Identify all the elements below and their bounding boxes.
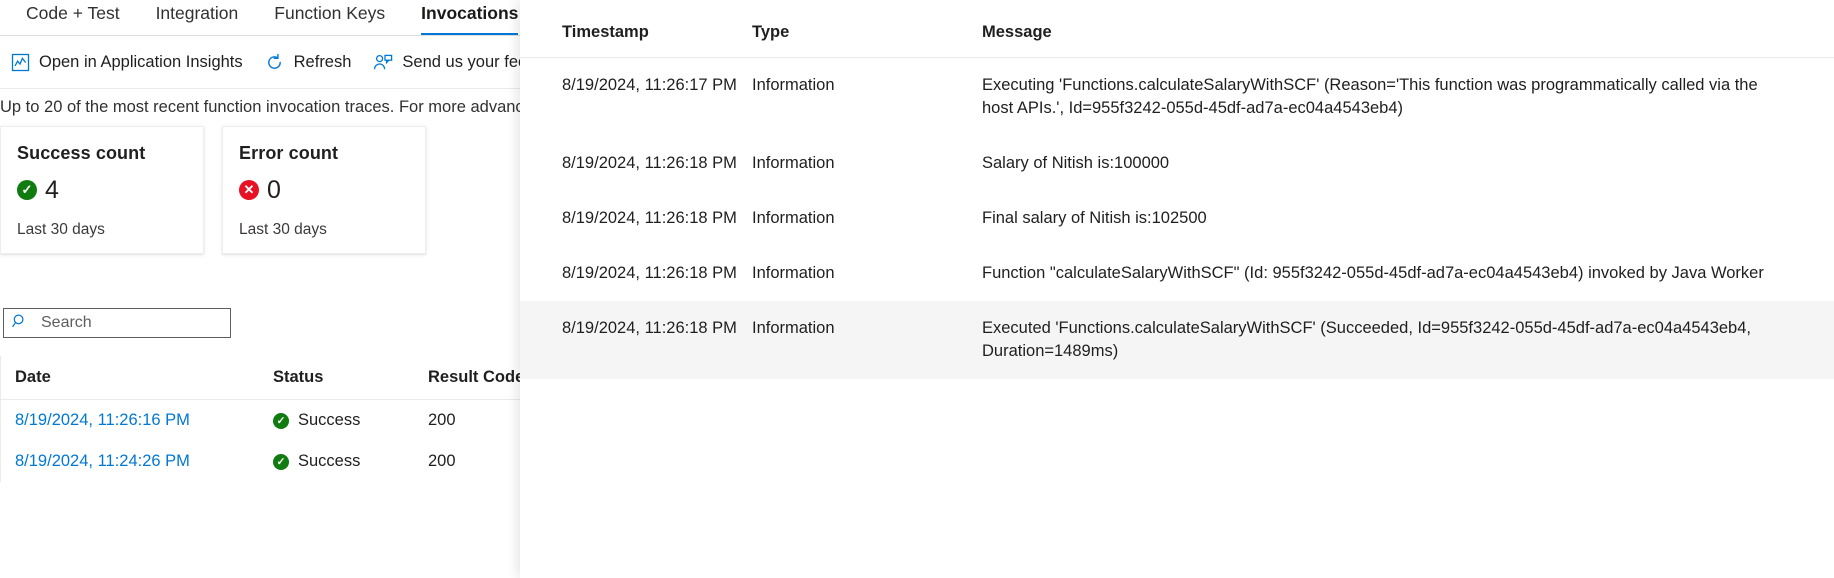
trace-message: Function "calculateSalaryWithSCF" (Id: 9… [982,264,1764,282]
trace-row[interactable]: 8/19/2024, 11:26:18 PM Information Final… [520,191,1834,246]
trace-type: Information [752,209,835,227]
tab-label: Integration [155,3,239,23]
trace-type: Information [752,154,835,172]
invocation-date-link[interactable]: 8/19/2024, 11:26:16 PM [15,411,190,429]
card-value: 0 [267,176,281,204]
status-label: Success [298,452,361,470]
status-label: Success [298,411,361,429]
search-box[interactable] [3,308,231,338]
refresh-button[interactable]: Refresh [265,53,352,73]
trace-type: Information [752,76,835,94]
invocation-status: ✓ Success [273,411,428,430]
trace-message: Executing 'Functions.calculateSalaryWith… [982,76,1758,117]
trace-row[interactable]: 8/19/2024, 11:26:18 PM Information Funct… [520,246,1834,301]
trace-message: Final salary of Nitish is:102500 [982,209,1207,227]
invocation-status: ✓ Success [273,452,428,471]
person-feedback-icon [373,53,393,73]
trace-timestamp: 8/19/2024, 11:26:18 PM [562,319,737,337]
check-circle-icon: ✓ [273,453,289,470]
card-value-row: ✓ 4 [17,177,187,203]
invocation-result-code: 200 [428,411,456,429]
trace-row[interactable]: 8/19/2024, 11:26:18 PM Information Salar… [520,136,1834,191]
trace-timestamp: 8/19/2024, 11:26:18 PM [562,264,737,282]
card-title: Success count [17,143,146,163]
refresh-icon [265,53,285,73]
card-value: 4 [45,176,59,204]
card-subtitle: Last 30 days [239,221,327,238]
column-header-type[interactable]: Type [752,23,790,41]
card-value-row: ✕ 0 [239,177,409,203]
trace-timestamp: 8/19/2024, 11:26:18 PM [562,154,737,172]
column-header-timestamp[interactable]: Timestamp [562,23,649,41]
tab-integration[interactable]: Integration [138,0,257,35]
chart-insights-icon [10,53,30,73]
tab-label: Code + Test [26,3,120,23]
card-subtitle: Last 30 days [17,221,105,238]
check-circle-icon: ✓ [17,180,37,200]
tab-invocations[interactable]: Invocations [403,0,536,35]
column-header-date[interactable]: Date [15,368,51,386]
trace-type: Information [752,319,835,337]
trace-row[interactable]: 8/19/2024, 11:26:17 PM Information Execu… [520,58,1834,136]
search-icon [12,313,28,334]
trace-message: Salary of Nitish is:100000 [982,154,1170,172]
invocation-traces-table: Timestamp Type Message 8/19/2024, 11:26:… [520,0,1834,379]
open-in-application-insights-button[interactable]: Open in Application Insights [10,53,243,73]
command-label: Open in Application Insights [39,53,243,71]
invocation-details-panel: Timestamp Type Message 8/19/2024, 11:26:… [520,0,1834,578]
column-header-message[interactable]: Message [982,23,1052,41]
tab-label: Invocations [421,3,519,23]
trace-timestamp: 8/19/2024, 11:26:18 PM [562,209,737,227]
column-header-result-code[interactable]: Result Code [428,368,525,386]
column-header-status[interactable]: Status [273,368,324,386]
table-row[interactable]: 8/19/2024, 11:24:26 PM ✓ Success 200 [1,441,1834,482]
error-count-card[interactable]: Error count ✕ 0 Last 30 days [222,126,426,254]
command-label: Refresh [293,53,352,71]
table-header-row: Timestamp Type Message [520,0,1834,58]
tab-code-and-test[interactable]: Code + Test [8,0,138,35]
trace-message: Executed 'Functions.calculateSalaryWithS… [982,319,1751,360]
trace-row[interactable]: 8/19/2024, 11:26:18 PM Information Execu… [520,301,1834,379]
invocation-date-link[interactable]: 8/19/2024, 11:24:26 PM [15,452,190,470]
invocation-result-code: 200 [428,452,456,470]
success-count-card[interactable]: Success count ✓ 4 Last 30 days [0,126,204,254]
trace-timestamp: 8/19/2024, 11:26:17 PM [562,76,737,94]
card-title: Error count [239,143,339,163]
search-input[interactable] [39,313,222,333]
error-circle-icon: ✕ [239,180,259,200]
tab-label: Function Keys [274,3,386,23]
tab-function-keys[interactable]: Function Keys [256,0,403,35]
trace-type: Information [752,264,835,282]
table-row[interactable]: 8/19/2024, 11:26:16 PM ✓ Success 200 [1,400,1834,441]
check-circle-icon: ✓ [273,412,289,429]
metric-cards: Success count ✓ 4 Last 30 days Error cou… [0,126,426,254]
